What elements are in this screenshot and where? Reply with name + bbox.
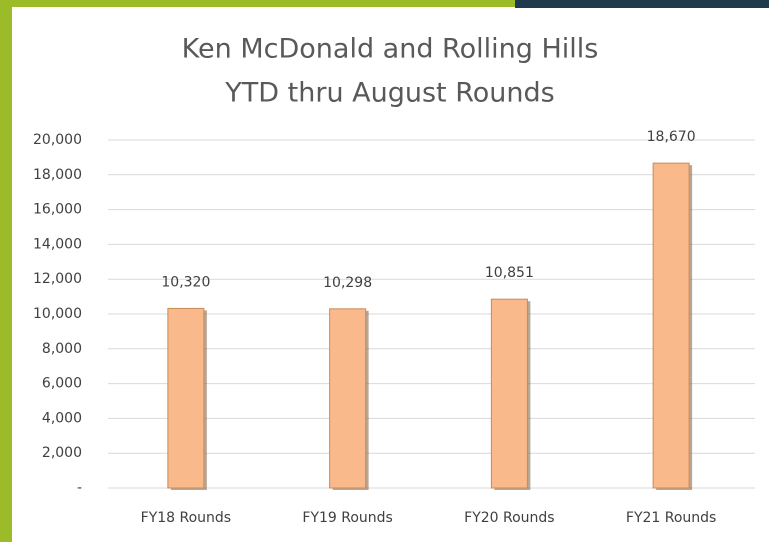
y-tick-label: 8,000 [42, 341, 82, 357]
y-tick-label: 6,000 [42, 376, 82, 392]
chart-subtitle: YTD thru August Rounds [224, 78, 554, 109]
y-tick-label: 2,000 [42, 445, 82, 461]
y-tick-label: 4,000 [42, 410, 82, 426]
bar [490, 298, 528, 489]
y-tick-label: 20,000 [33, 132, 82, 148]
left-border [0, 0, 12, 542]
top-bar [515, 0, 769, 8]
x-tick-label: FY18 Rounds [141, 510, 231, 526]
bar [167, 307, 205, 489]
y-tick-label: - [77, 480, 82, 496]
bar [329, 308, 367, 489]
top-border [0, 0, 515, 7]
x-tick-label: FY20 Rounds [464, 510, 554, 526]
y-tick-label: 16,000 [33, 202, 82, 218]
y-tick-label: 18,000 [33, 167, 82, 183]
y-tick-label: 14,000 [33, 236, 82, 252]
data-label: 18,670 [647, 129, 696, 145]
y-tick-label: 10,000 [33, 306, 82, 322]
data-label: 10,320 [161, 274, 210, 290]
data-label: 10,298 [323, 275, 372, 291]
data-label: 10,851 [485, 265, 534, 281]
chart-title: Ken McDonald and Rolling Hills [182, 34, 599, 65]
x-tick-label: FY19 Rounds [302, 510, 392, 526]
bar [652, 162, 690, 489]
y-tick-label: 12,000 [33, 271, 82, 287]
x-tick-label: FY21 Rounds [626, 510, 716, 526]
